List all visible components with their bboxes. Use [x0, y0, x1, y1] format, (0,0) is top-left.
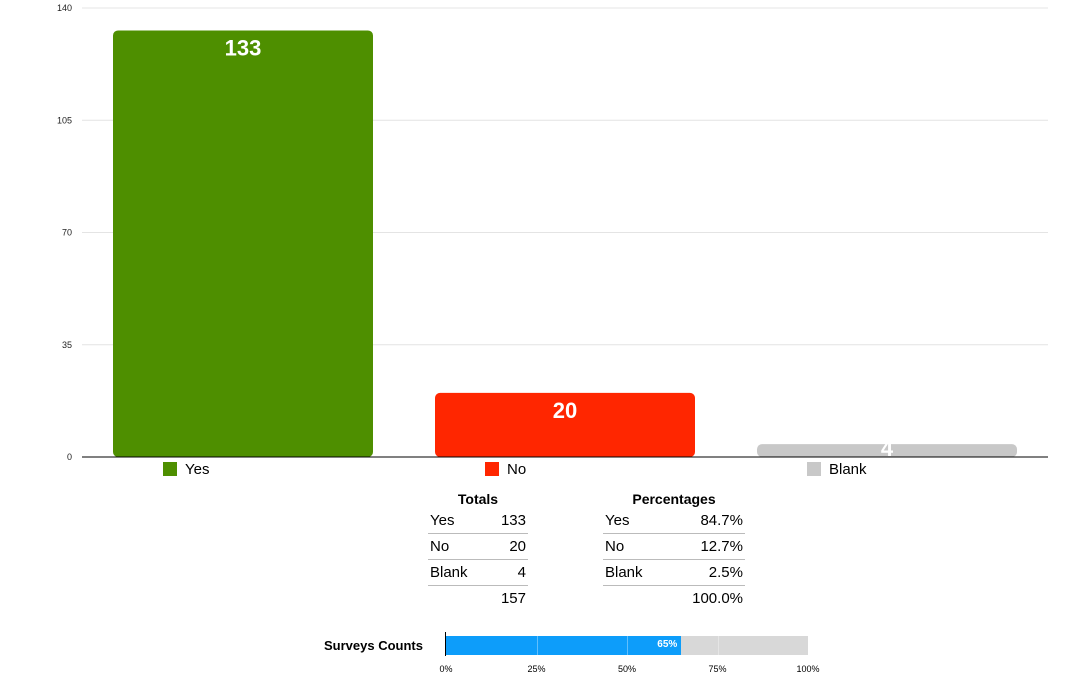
progress-tick-label: 100%	[796, 664, 820, 674]
progress-gridline	[717, 636, 719, 655]
bar-data-label: 20	[553, 398, 577, 423]
percentages-row-label: Yes	[605, 512, 630, 529]
legend-swatch	[807, 462, 821, 476]
percentages-row-value: 12.7%	[700, 538, 743, 555]
legend-entry: Yes	[185, 461, 209, 478]
legend: Yes No Blank	[163, 461, 867, 478]
bar-yes	[113, 30, 373, 457]
percentages-row-value: 84.7%	[700, 512, 743, 529]
legend-swatch	[485, 462, 499, 476]
progress-gridline	[627, 636, 628, 655]
y-tick-label: 105	[57, 115, 72, 125]
legend-entry: No	[507, 461, 526, 478]
y-axis-ticks: 0 35 70 105 140	[57, 3, 72, 462]
bar-data-label: 133	[225, 35, 262, 60]
surveys-count-label: Surveys Counts	[324, 638, 423, 653]
percentages-row-no: No 12.7%	[603, 534, 745, 560]
totals-sum-value: 157	[500, 590, 526, 607]
percentages-row-blank: Blank 2.5%	[603, 560, 745, 586]
percentages-sum-row: 100.0%	[603, 586, 745, 612]
y-tick-label: 0	[67, 452, 72, 462]
percentages-row-label: No	[605, 538, 625, 555]
percentages-row-value: 2.5%	[708, 564, 743, 581]
totals-row-label: Blank	[430, 564, 468, 581]
totals-row-yes: Yes 133	[428, 508, 528, 534]
progress-gridline	[536, 636, 538, 655]
totals-table: Totals Yes 133 No 20 Blank 4 157	[428, 490, 528, 612]
progress-track: 65%	[446, 636, 808, 655]
surveys-count-progress: Surveys Counts 65% 0% 25% 50% 75% 100%	[322, 632, 822, 679]
progress-tick-label: 50%	[617, 664, 637, 674]
progress-tick-label: 75%	[708, 664, 727, 674]
totals-title: Totals	[457, 491, 499, 507]
y-tick-label: 35	[62, 340, 72, 350]
bar-no	[435, 392, 695, 457]
y-tick-label: 70	[62, 228, 72, 238]
totals-row-label: Yes	[430, 512, 455, 529]
legend-swatch	[163, 462, 177, 476]
percentages-row-label: Blank	[605, 564, 643, 581]
y-tick-label: 140	[57, 3, 72, 13]
totals-row-value: 4	[517, 564, 526, 581]
percentages-title: Percentages	[632, 491, 716, 507]
percentages-row-yes: Yes 84.7%	[603, 508, 745, 534]
legend-entry: Blank	[829, 461, 867, 478]
totals-sum-row: 157	[428, 586, 528, 612]
bar-data-label: 4	[881, 436, 894, 461]
percentages-table: Percentages Yes 84.7% No 12.7% Blank 2.5…	[603, 490, 745, 612]
percentages-sum-value: 100.0%	[692, 590, 743, 607]
progress-value-label: 65%	[657, 639, 678, 650]
bars	[113, 30, 1017, 457]
totals-row-no: No 20	[428, 534, 528, 560]
bar-blank	[757, 444, 1017, 457]
progress-tick-label: 25%	[527, 664, 546, 674]
bar-data-labels: 133 20 4	[225, 35, 894, 461]
progress-fill: 65%	[446, 636, 682, 655]
progress-tick-label: 0%	[439, 664, 453, 674]
totals-row-value: 133	[500, 512, 526, 529]
totals-row-value: 20	[509, 538, 526, 555]
totals-row-label: No	[430, 538, 450, 555]
totals-row-blank: Blank 4	[428, 560, 528, 586]
progress-axis-line	[445, 632, 446, 656]
